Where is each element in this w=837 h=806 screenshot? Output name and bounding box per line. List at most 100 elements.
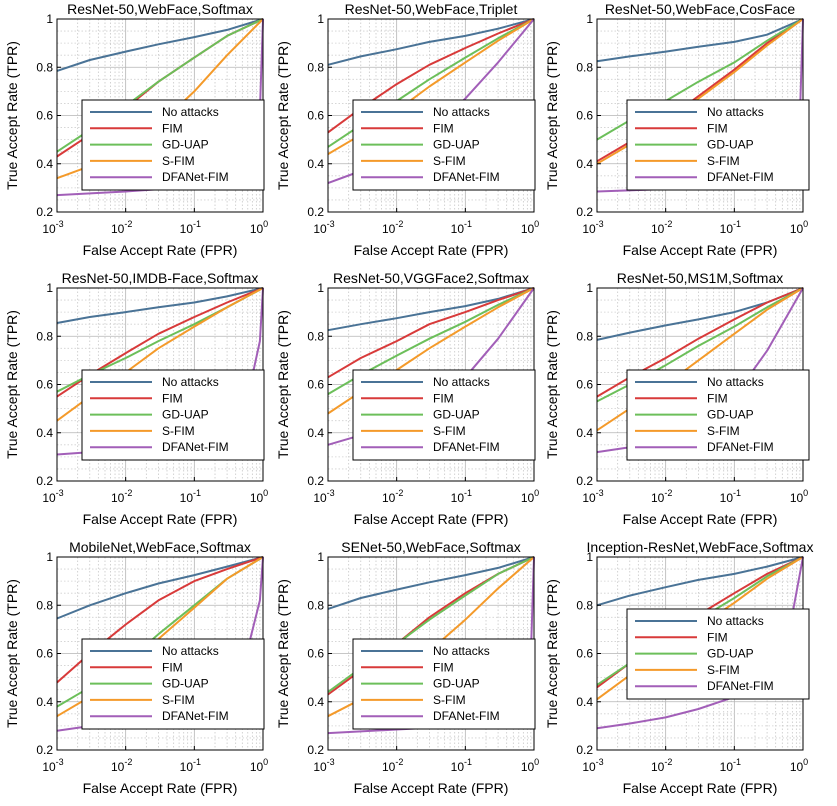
x-tick-label: 10-3 [313,488,334,505]
series-line-fim [327,287,535,379]
y-tick-label: 1 [46,12,53,26]
y-tick-label: 0.6 [307,647,324,661]
x-axis-label: False Accept Rate (FPR) [354,242,509,258]
legend-label: S-FIM [433,424,466,438]
legend-label: No attacks [162,644,219,658]
legend-label: DFANet-FIM [433,440,500,454]
x-axis-label: False Accept Rate (FPR) [623,511,778,527]
y-tick-label: 0.8 [576,60,593,74]
y-tick-label: 1 [317,12,324,26]
chart-title: ResNet-50,WebFace,Softmax [67,1,253,17]
y-tick-label: 0.6 [576,647,593,661]
y-tick-label: 0.8 [36,329,53,343]
x-tick-label: 10-3 [42,219,63,236]
legend-label: GD-UAP [162,408,209,422]
x-tick-label: 100 [521,757,539,774]
x-tick-label: 10-2 [382,488,403,505]
y-tick-label: 1 [317,550,324,564]
x-tick-label: 100 [790,757,808,774]
y-axis-label: True Accept Rate (TPR) [544,41,560,190]
legend-label: GD-UAP [433,408,480,422]
legend-label: No attacks [433,644,490,658]
legend-label: S-FIM [162,693,195,707]
legend-label: GD-UAP [162,138,209,152]
y-tick-label: 0.2 [576,205,593,219]
x-tick-label: 10-3 [313,219,334,236]
legend: No attacks FIM GD-UAP S-FIM DFANet-FIM [352,99,536,191]
y-axis-label: True Accept Rate (TPR) [275,579,291,728]
y-tick-label: 0.2 [307,474,324,488]
legend-label: FIM [433,121,454,135]
roc-panel: 0.2 0.4 0.6 0.8 1 10-3 10-2 10-1 100 MobileNet,We… [4,539,268,796]
x-axis-label: False Accept Rate (FPR) [83,780,238,796]
x-tick-label: 10-1 [180,757,201,774]
legend: No attacks FIM GD-UAP S-FIM DFANet-FIM [81,369,265,461]
roc-panel: 0.2 0.4 0.6 0.8 1 10-3 10-2 10-1 100 SENet-50,Web… [275,539,539,796]
chart-title: ResNet-50,WebFace,CosFace [605,1,796,17]
y-axis-label: True Accept Rate (TPR) [544,310,560,459]
legend-label: FIM [162,121,183,135]
y-tick-label: 0.2 [36,474,53,488]
legend-label: DFANet-FIM [707,170,774,184]
legend-label: GD-UAP [433,138,480,152]
series-line-no-attacks [56,556,264,620]
legend-label: GD-UAP [162,677,209,691]
roc-panel: 0.2 0.4 0.6 0.8 1 10-3 10-2 10-1 100 Inception-Re… [544,539,813,796]
x-tick-label: 10-1 [720,219,741,236]
chart-title: ResNet-50,WebFace,Triplet [345,1,518,17]
y-tick-label: 0.8 [307,329,324,343]
x-tick-label: 10-1 [451,219,472,236]
legend: No attacks FIM GD-UAP S-FIM DFANet-FIM [626,99,810,191]
legend-label: GD-UAP [707,647,754,661]
x-tick-label: 100 [521,488,539,505]
y-tick-label: 1 [46,550,53,564]
y-tick-label: 0.6 [36,647,53,661]
x-tick-label: 10-1 [451,488,472,505]
x-tick-label: 10-2 [651,757,672,774]
y-tick-label: 0.2 [576,743,593,757]
y-axis-label: True Accept Rate (TPR) [544,579,560,728]
legend: No attacks FIM GD-UAP S-FIM DFANet-FIM [626,369,810,461]
legend-label: DFANet-FIM [707,440,774,454]
legend: No attacks FIM GD-UAP S-FIM DFANet-FIM [352,369,536,461]
x-tick-label: 10-2 [382,757,403,774]
y-axis-label: True Accept Rate (TPR) [4,579,20,728]
y-tick-label: 0.2 [307,205,324,219]
x-tick-label: 10-1 [720,488,741,505]
legend-label: FIM [162,391,183,405]
x-axis-label: False Accept Rate (FPR) [354,780,509,796]
y-tick-label: 0.8 [576,598,593,612]
legend-label: No attacks [162,105,219,119]
legend-label: S-FIM [707,424,740,438]
legend-label: DFANet-FIM [433,709,500,723]
y-tick-label: 0.6 [36,378,53,392]
legend-label: GD-UAP [707,408,754,422]
x-tick-label: 10-3 [42,488,63,505]
y-tick-label: 1 [586,550,593,564]
legend: No attacks FIM GD-UAP S-FIM DFANet-FIM [626,608,810,700]
y-tick-label: 0.2 [307,743,324,757]
series-line-no-attacks [56,18,264,72]
legend-label: No attacks [433,105,490,119]
y-tick-label: 0.4 [307,695,324,709]
legend: No attacks FIM GD-UAP S-FIM DFANet-FIM [352,638,536,730]
series-line-no-attacks [596,556,804,607]
legend-label: GD-UAP [433,677,480,691]
x-tick-label: 100 [250,488,268,505]
legend-label: FIM [707,121,728,135]
x-tick-label: 100 [521,219,539,236]
y-tick-label: 0.6 [576,109,593,123]
y-tick-label: 0.4 [36,157,53,171]
chart-title: ResNet-50,VGGFace2,Softmax [333,270,529,286]
roc-panel: 0.2 0.4 0.6 0.8 1 10-3 10-2 10-1 100 ResNet-50,VG… [275,270,539,527]
legend-label: S-FIM [433,154,466,168]
y-tick-label: 0.6 [307,378,324,392]
legend-label: S-FIM [162,424,195,438]
roc-panel: 0.2 0.4 0.6 0.8 1 10-3 10-2 10-1 100 ResNet-50,We… [4,1,268,258]
y-tick-label: 0.4 [576,426,593,440]
x-tick-label: 10-2 [111,757,132,774]
x-tick-label: 10-3 [582,488,603,505]
y-tick-label: 0.8 [307,60,324,74]
x-axis-label: False Accept Rate (FPR) [623,780,778,796]
